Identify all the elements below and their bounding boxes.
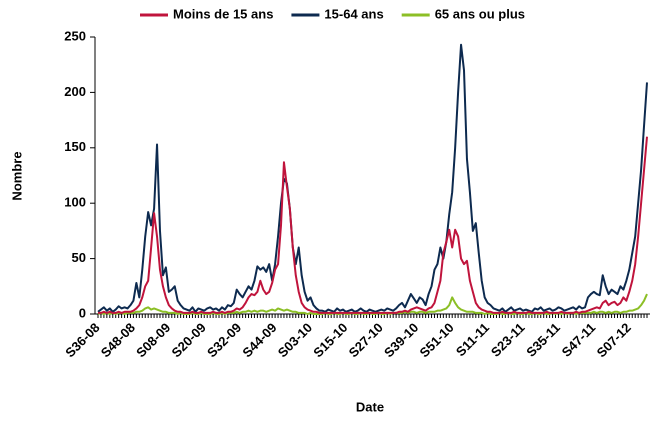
legend-label: 65 ans ou plus bbox=[435, 6, 525, 21]
x-tick-label: S39-10 bbox=[381, 320, 421, 360]
x-tick-label: S27-10 bbox=[346, 320, 386, 360]
y-tick-label: 0 bbox=[79, 305, 86, 320]
x-tick-label: S51-10 bbox=[416, 320, 456, 360]
x-axis-title: Date bbox=[356, 399, 384, 414]
x-tick-label: S36-08 bbox=[62, 320, 102, 360]
x-tick-label: S07-12 bbox=[594, 320, 634, 360]
y-tick-label: 250 bbox=[64, 28, 86, 43]
x-tick-label: S20-09 bbox=[169, 320, 209, 360]
series-line bbox=[97, 293, 648, 315]
y-tick-label: 150 bbox=[64, 139, 86, 154]
x-tick-label: S35-11 bbox=[523, 320, 563, 360]
y-tick-label: 100 bbox=[64, 195, 86, 210]
x-tick-label: S11-11 bbox=[453, 320, 492, 359]
y-tick-label: 200 bbox=[64, 84, 86, 99]
x-tick-label: S03-10 bbox=[275, 320, 315, 360]
x-tick-label: S08-09 bbox=[133, 320, 173, 360]
series-line bbox=[97, 43, 648, 313]
y-tick-label: 50 bbox=[72, 250, 86, 265]
x-tick-label: S15-10 bbox=[310, 320, 350, 360]
x-tick-label: S47-11 bbox=[559, 320, 599, 360]
x-tick-label: S23-11 bbox=[488, 320, 528, 360]
legend-label: 15-64 ans bbox=[324, 6, 383, 21]
x-tick-label: S32-09 bbox=[204, 320, 244, 360]
x-tick-label: S44-09 bbox=[239, 320, 279, 360]
legend-label: Moins de 15 ans bbox=[173, 6, 273, 21]
x-tick-label: S48-08 bbox=[98, 320, 138, 360]
y-axis-title: Nombre bbox=[9, 151, 24, 200]
series-line bbox=[98, 136, 648, 314]
